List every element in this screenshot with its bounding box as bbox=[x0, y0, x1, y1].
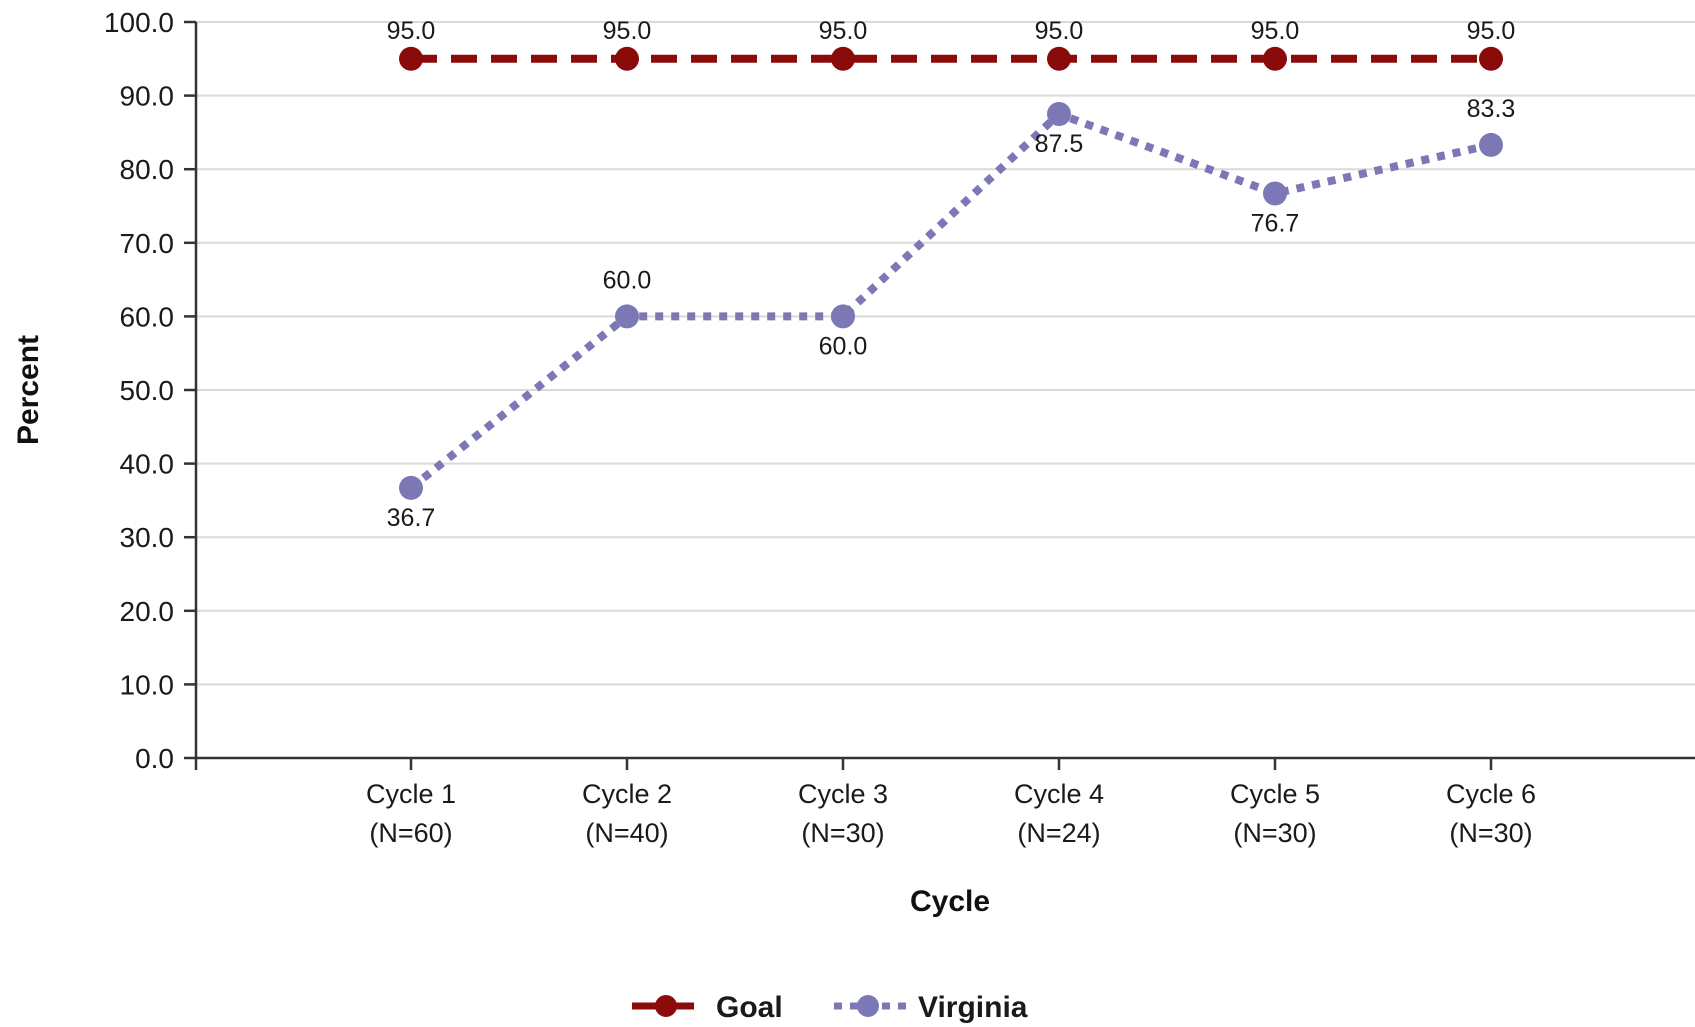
data-point-virginia bbox=[615, 304, 639, 329]
x-tick-label: Cycle 5 bbox=[1230, 779, 1320, 809]
x-tick-label: Cycle 4 bbox=[1014, 779, 1104, 809]
data-label-goal: 95.0 bbox=[1035, 17, 1084, 45]
x-tick-sublabel: (N=30) bbox=[1233, 818, 1316, 848]
y-tick-label: 80.0 bbox=[120, 154, 175, 185]
data-point-goal bbox=[615, 46, 639, 71]
y-tick-label: 60.0 bbox=[120, 301, 175, 332]
y-tick-label: 90.0 bbox=[120, 81, 175, 112]
x-tick-sublabel: (N=30) bbox=[801, 818, 884, 848]
x-tick-sublabel: (N=60) bbox=[369, 818, 452, 848]
data-point-virginia bbox=[1479, 132, 1503, 157]
data-label-goal: 95.0 bbox=[1251, 17, 1300, 45]
y-tick-label: 20.0 bbox=[120, 596, 175, 627]
gridlines bbox=[196, 21, 1695, 686]
data-point-goal bbox=[1047, 46, 1071, 71]
data-label-virginia: 60.0 bbox=[819, 332, 868, 360]
data-point-virginia bbox=[831, 304, 855, 329]
data-label-goal: 95.0 bbox=[819, 17, 868, 45]
x-axis-title: Cycle bbox=[910, 885, 990, 918]
x-axis-ticks: Cycle 1 (N=60) Cycle 2 (N=40) Cycle 3 (N=30) C… bbox=[194, 758, 1536, 848]
data-label-virginia: 36.7 bbox=[387, 504, 436, 532]
x-tick-sublabel: (N=40) bbox=[585, 818, 668, 848]
data-label-goal: 95.0 bbox=[1467, 17, 1516, 45]
x-tick-label: Cycle 6 bbox=[1446, 779, 1536, 809]
x-tick-label: Cycle 1 bbox=[366, 779, 456, 809]
legend-swatch-point-goal bbox=[655, 995, 677, 1017]
data-point-goal bbox=[1479, 46, 1503, 71]
data-label-goal: 95.0 bbox=[603, 17, 652, 45]
data-point-goal bbox=[399, 46, 423, 71]
y-tick-label: 50.0 bbox=[120, 375, 175, 406]
x-tick-label: Cycle 3 bbox=[798, 779, 888, 809]
x-tick-label: Cycle 2 bbox=[582, 779, 672, 809]
y-tick-label: 30.0 bbox=[120, 522, 175, 553]
data-label-goal: 95.0 bbox=[387, 17, 436, 45]
legend: Goal Virginia bbox=[632, 991, 1028, 1024]
series-line-virginia bbox=[408, 109, 1492, 492]
legend-label-goal: Goal bbox=[716, 991, 783, 1024]
y-tick-label: 40.0 bbox=[120, 449, 175, 480]
data-point-virginia bbox=[1047, 102, 1071, 126]
data-labels: 95.0 95.0 95.0 95.0 95.0 95.0 36.7 60.0 60.0 87.5… bbox=[387, 17, 1516, 532]
data-label-virginia: 87.5 bbox=[1035, 130, 1084, 158]
y-axis-ticks: 0.0 10.0 20.0 30.0 40.0 50.0 60.0 70.0 80.0 90.0 1… bbox=[104, 7, 196, 774]
legend-swatch-point-virginia bbox=[857, 995, 879, 1017]
data-point-virginia bbox=[399, 475, 423, 500]
legend-label-virginia: Virginia bbox=[918, 991, 1028, 1024]
x-tick-sublabel: (N=24) bbox=[1017, 818, 1100, 848]
data-point-goal bbox=[1263, 46, 1287, 71]
y-tick-label: 0.0 bbox=[135, 743, 174, 774]
data-label-virginia: 76.7 bbox=[1251, 209, 1300, 237]
data-point-goal bbox=[831, 46, 855, 71]
data-label-virginia: 83.3 bbox=[1467, 95, 1516, 123]
x-tick-sublabel: (N=30) bbox=[1449, 818, 1532, 848]
y-tick-label: 10.0 bbox=[120, 669, 175, 700]
y-tick-label: 70.0 bbox=[120, 228, 175, 259]
series-group bbox=[399, 46, 1503, 500]
y-axis-title: Percent bbox=[12, 335, 45, 445]
data-label-virginia: 60.0 bbox=[603, 266, 652, 294]
data-point-virginia bbox=[1263, 181, 1287, 206]
y-tick-label: 100.0 bbox=[104, 7, 174, 38]
